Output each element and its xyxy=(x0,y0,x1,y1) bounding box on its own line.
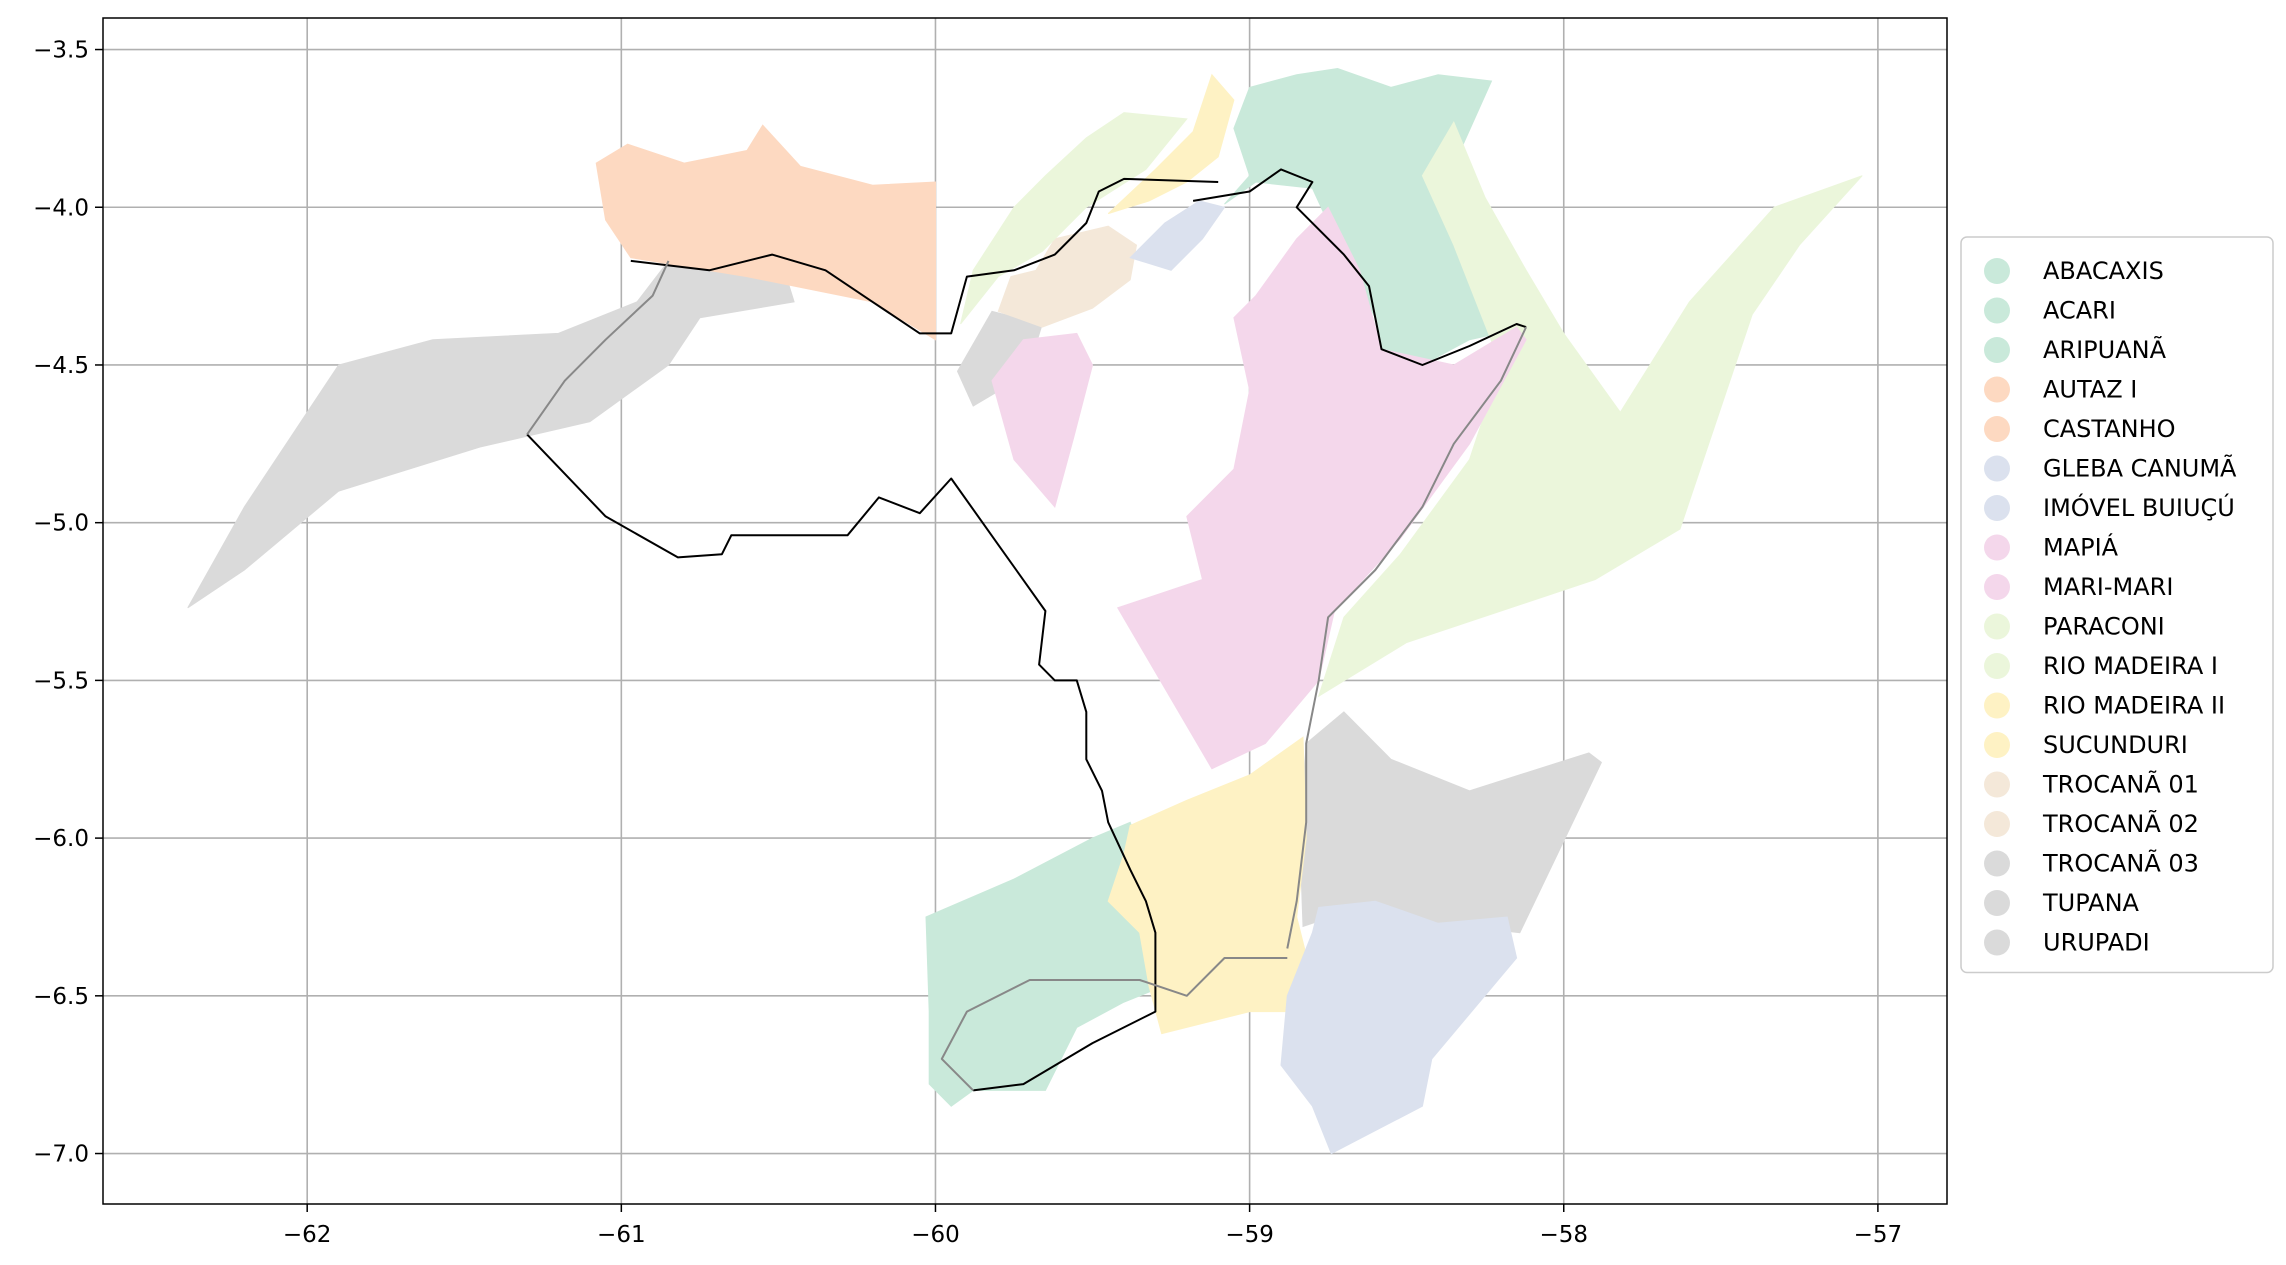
legend-marker xyxy=(1984,850,2010,877)
legend-label: ARIPUANÃ xyxy=(2043,334,2167,364)
legend-box xyxy=(1960,236,2274,974)
area-mapia xyxy=(1116,206,1527,770)
boundary-black-east xyxy=(1192,168,1527,366)
area-rio-madeira-ii xyxy=(1107,73,1235,215)
legend-label: RIO MADEIRA I xyxy=(2043,652,2218,680)
legend-label: TROCANÃ 03 xyxy=(2042,848,2199,878)
y-tick-label: −5.0 xyxy=(33,511,89,537)
y-tick-label: −3.5 xyxy=(33,38,89,64)
legend-label: PARACONI xyxy=(2043,613,2165,641)
map-boundaries xyxy=(526,168,1528,1092)
boundary-black xyxy=(526,433,1157,1092)
axis-ticks: −62 −61 −60 −59 −58 −57 −3.5 −4.0 −4.5 −5.0 −5.5 −6… xyxy=(33,38,1902,1248)
legend-marker xyxy=(1984,771,2010,798)
legend-marker xyxy=(1984,574,2010,600)
plot-frame xyxy=(102,17,1948,1205)
legend-label: IMÓVEL BUIUÇÚ xyxy=(2043,492,2235,522)
area-mari-mari xyxy=(991,332,1094,508)
legend-label: TROCANÃ 01 xyxy=(2042,769,2199,799)
boundary-grey-west xyxy=(526,260,670,435)
area-acari xyxy=(925,821,1163,1107)
legend-marker xyxy=(1984,376,2010,403)
legend-label: MARI-MARI xyxy=(2043,573,2173,601)
legend-marker xyxy=(1984,692,2010,719)
legend-marker xyxy=(1984,495,2010,521)
boundary-grey-south xyxy=(940,957,1288,1092)
area-paraconi xyxy=(960,112,1188,325)
map-areas xyxy=(187,67,1863,1155)
legend-label: TROCANÃ 02 xyxy=(2042,808,2199,838)
y-tick-label: −4.0 xyxy=(33,195,89,221)
x-tick-label: −58 xyxy=(1539,1222,1588,1248)
area-rio-madeira-i xyxy=(1317,120,1863,698)
legend-marker xyxy=(1984,890,2010,916)
legend-marker xyxy=(1984,416,2010,442)
y-tick-label: −6.0 xyxy=(33,826,89,852)
legend-label: ABACAXIS xyxy=(2043,257,2164,285)
legend-label: GLEBA CANUMÃ xyxy=(2043,453,2237,483)
legend-label: CASTANHO xyxy=(2043,415,2176,443)
x-tick-label: −59 xyxy=(1225,1222,1274,1248)
legend-marker xyxy=(1984,613,2010,640)
x-tick-label: −57 xyxy=(1854,1222,1903,1248)
legend: ABACAXIS ACARI ARIPUANÃ AUTAZ I CASTANHO GLEB… xyxy=(1960,236,2274,974)
legend-marker xyxy=(1984,455,2010,482)
legend-label: ACARI xyxy=(2043,297,2116,325)
legend-label: RIO MADEIRA II xyxy=(2043,692,2225,720)
boundary-black-north xyxy=(630,177,1219,335)
y-tick-label: −4.5 xyxy=(33,353,89,379)
x-tick-label: −62 xyxy=(283,1222,332,1248)
legend-marker xyxy=(1984,653,2010,679)
legend-marker xyxy=(1984,534,2010,561)
y-tick-label: −6.5 xyxy=(33,984,89,1010)
boundary-grey-river xyxy=(1286,326,1528,949)
legend-label: MAPIÁ xyxy=(2043,533,2119,562)
area-imovel-buiucu xyxy=(1280,900,1518,1155)
area-gleba-canuma xyxy=(1129,200,1226,271)
legend-label: SUCUNDURI xyxy=(2043,731,2188,759)
y-tick-label: −7.0 xyxy=(33,1142,89,1168)
y-tick-label: −5.5 xyxy=(33,668,89,694)
legend-label: AUTAZ I xyxy=(2043,376,2137,404)
legend-marker xyxy=(1984,929,2010,956)
area-urupadi xyxy=(1299,711,1603,934)
x-tick-label: −61 xyxy=(597,1222,646,1248)
legend-marker xyxy=(1984,297,2010,324)
legend-marker xyxy=(1984,258,2010,284)
legend-label: URUPADI xyxy=(2043,929,2150,957)
legend-label: TUPANA xyxy=(2042,889,2140,917)
x-tick-label: −60 xyxy=(911,1222,960,1248)
legend-marker xyxy=(1984,337,2010,363)
legend-marker xyxy=(1984,732,2010,758)
area-trocana-01 xyxy=(997,225,1138,328)
legend-marker xyxy=(1984,811,2010,837)
